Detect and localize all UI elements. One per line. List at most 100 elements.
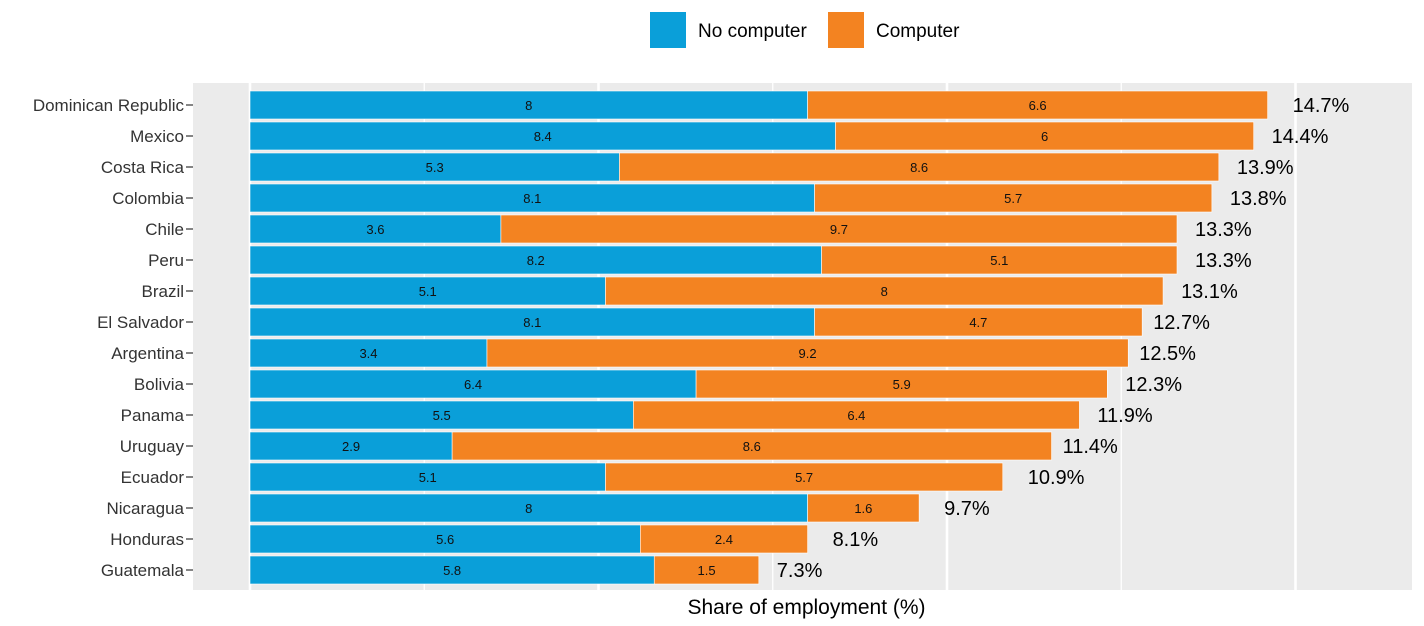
bar-segment-computer — [619, 152, 1220, 182]
category-label: Chile — [145, 220, 184, 239]
bar-segment-computer — [814, 307, 1143, 337]
bar-segment-computer — [640, 524, 808, 554]
bar-segment-no-computer — [249, 431, 453, 461]
bar-value-label: 8.4 — [534, 129, 552, 144]
bar-value-label: 5.5 — [433, 408, 451, 423]
bar-segment-computer — [633, 400, 1080, 430]
bar-segment-computer — [486, 338, 1129, 368]
bar-segment-no-computer — [249, 369, 697, 399]
bar-value-label: 8.1 — [523, 191, 541, 206]
bar-segment-computer — [821, 245, 1178, 275]
total-label: 8.1% — [833, 529, 879, 551]
bar-segment-computer — [451, 431, 1052, 461]
total-label: 13.3% — [1195, 219, 1252, 241]
bar-segment-no-computer — [249, 555, 655, 585]
bar-value-label: 8 — [525, 98, 532, 113]
total-label: 9.7% — [944, 498, 990, 520]
bar-value-label: 8.2 — [527, 253, 545, 268]
bar-value-label: 8.6 — [743, 439, 761, 454]
category-label: Brazil — [141, 282, 184, 301]
total-label: 7.3% — [777, 560, 823, 582]
bar-value-label: 2.4 — [715, 532, 733, 547]
category-label: Mexico — [130, 127, 184, 146]
legend-swatch-computer — [828, 12, 864, 48]
category-label: El Salvador — [97, 313, 184, 332]
bar-segment-no-computer — [249, 400, 634, 430]
category-label: Dominican Republic — [33, 96, 185, 115]
bar-value-label: 5.1 — [990, 253, 1008, 268]
bar-segment-no-computer — [249, 462, 606, 492]
bar-value-label: 9.2 — [799, 346, 817, 361]
bar-value-label: 6.4 — [464, 377, 482, 392]
bar-value-label: 3.4 — [359, 346, 377, 361]
category-label: Ecuador — [121, 468, 185, 487]
category-label: Uruguay — [120, 437, 185, 456]
bar-value-label: 5.8 — [443, 563, 461, 578]
bar-value-label: 5.9 — [893, 377, 911, 392]
category-label: Argentina — [111, 344, 184, 363]
bar-segment-computer — [695, 369, 1108, 399]
bar-value-label: 1.6 — [854, 501, 872, 516]
category-label: Bolivia — [134, 375, 185, 394]
bar-segment-computer — [653, 555, 760, 585]
category-label: Panama — [121, 406, 185, 425]
total-label: 11.4% — [1063, 436, 1118, 458]
bar-value-label: 5.7 — [1004, 191, 1022, 206]
total-label: 11.9% — [1097, 405, 1152, 427]
category-label: Guatemala — [101, 561, 185, 580]
bar-segment-no-computer — [249, 245, 822, 275]
bar-value-label: 5.1 — [419, 470, 437, 485]
total-labels: 14.7% 14.4% 13.9% 13.8% 13.3% 13.3% 13.1% 12.7%… — [777, 95, 1350, 582]
bar-segment-no-computer — [249, 214, 502, 244]
bar-value-label: 6.6 — [1029, 98, 1047, 113]
x-axis-title: Share of employment (%) — [687, 596, 925, 619]
bar-value-label: 8 — [525, 501, 532, 516]
bar-value-label: 5.3 — [426, 160, 444, 175]
category-label: Peru — [148, 251, 184, 270]
category-label: Honduras — [110, 530, 184, 549]
category-label: Colombia — [112, 189, 184, 208]
bar-segment-no-computer — [249, 493, 808, 523]
legend-swatch-no-computer — [650, 12, 686, 48]
category-label: Nicaragua — [107, 499, 185, 518]
bar-segment-computer — [807, 90, 1268, 120]
bar-value-label: 8.6 — [910, 160, 928, 175]
bar-segment-computer — [605, 462, 1004, 492]
bar-segment-no-computer — [249, 121, 836, 151]
total-label: 13.9% — [1237, 157, 1294, 179]
total-label: 14.7% — [1293, 95, 1350, 117]
total-label: 14.4% — [1272, 126, 1329, 148]
bar-value-label: 8 — [881, 284, 888, 299]
bar-value-label: 2.9 — [342, 439, 360, 454]
bar-segment-computer — [835, 121, 1254, 151]
total-label: 13.3% — [1195, 250, 1252, 272]
total-label: 10.9% — [1028, 467, 1085, 489]
bar-segment-no-computer — [249, 276, 606, 306]
bar-value-label: 6.4 — [847, 408, 865, 423]
bars: 8 6.6 8.4 6 5.3 8.6 8.1 5.7 3.6 9.7 8.2 5.1 5.1 8 8.1 4… — [249, 90, 1268, 585]
total-label: 12.3% — [1125, 374, 1182, 396]
bar-value-label: 5.6 — [436, 532, 454, 547]
category-label: Costa Rica — [101, 158, 185, 177]
legend-label-no-computer: No computer — [698, 21, 807, 42]
bar-value-label: 1.5 — [697, 563, 715, 578]
legend-label-computer: Computer — [876, 21, 960, 42]
legend: No computer Computer — [650, 12, 960, 48]
bar-value-label: 3.6 — [366, 222, 384, 237]
bar-segment-computer — [814, 183, 1213, 213]
bar-segment-computer — [500, 214, 1178, 244]
total-label: 13.1% — [1181, 281, 1238, 303]
bar-segment-no-computer — [249, 152, 620, 182]
bar-value-label: 5.7 — [795, 470, 813, 485]
total-label: 12.5% — [1139, 343, 1196, 365]
bar-segment-computer — [807, 493, 920, 523]
bar-value-label: 6 — [1041, 129, 1048, 144]
category-labels: Dominican Republic Mexico Costa Rica Colomb… — [33, 96, 193, 580]
total-label: 13.8% — [1230, 188, 1287, 210]
total-label: 12.7% — [1153, 312, 1210, 334]
bar-value-label: 8.1 — [523, 315, 541, 330]
bar-segment-no-computer — [249, 524, 641, 554]
bar-value-label: 4.7 — [969, 315, 987, 330]
bar-value-label: 5.1 — [419, 284, 437, 299]
